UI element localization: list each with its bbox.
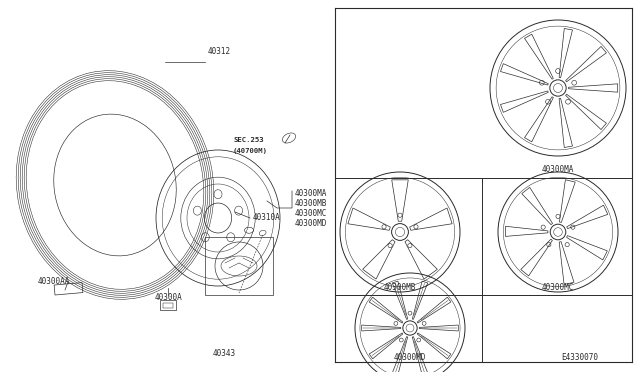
Bar [160,300,176,310]
Text: 40310A: 40310A [253,214,281,222]
Text: 40300MA: 40300MA [542,166,574,174]
Text: 40300MC: 40300MC [295,208,328,218]
Text: 40300MB: 40300MB [384,282,416,292]
Text: E4330070: E4330070 [561,353,598,362]
Text: 40300MB: 40300MB [295,199,328,208]
Text: 40300MA: 40300MA [295,189,328,198]
Text: 40343: 40343 [212,349,236,357]
Text: SEC.253: SEC.253 [233,137,264,143]
Text: 40300A: 40300A [155,294,183,302]
Text: 40300MD: 40300MD [394,353,426,362]
Bar [205,237,273,295]
Text: 40300AA: 40300AA [38,278,70,286]
Bar [163,303,173,308]
Bar [54,283,83,295]
Text: 40312: 40312 [208,48,231,57]
Text: 40300MC: 40300MC [542,282,574,292]
Text: 40300MD: 40300MD [295,218,328,228]
Text: (40700M): (40700M) [233,148,268,154]
